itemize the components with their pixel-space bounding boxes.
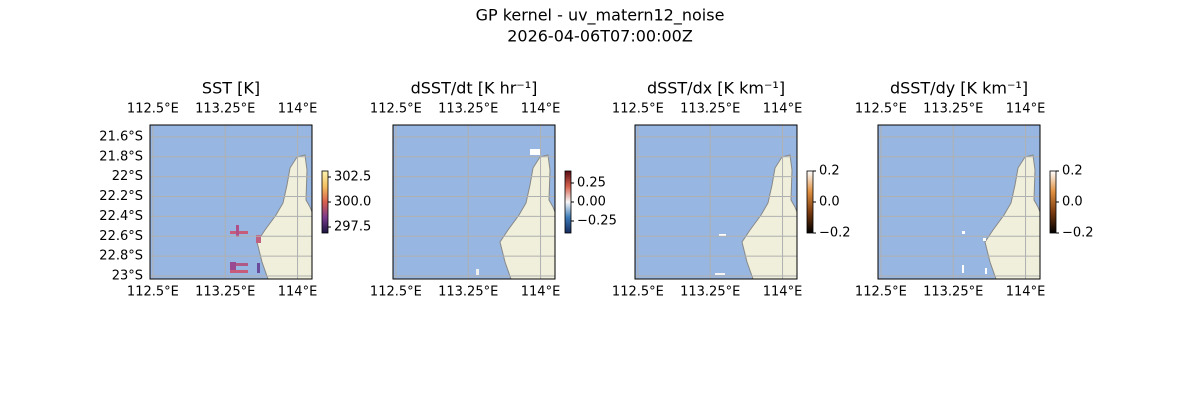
land (984, 154, 1041, 280)
lon-label-bottom: 112.5°E (127, 285, 179, 300)
lon-label-top: 113.25°E (438, 102, 498, 117)
colorbar-tick-label: 0.0 (819, 195, 840, 210)
colorbar-tick-label: 300.0 (334, 195, 371, 210)
lat-label: 22.4°S (99, 209, 143, 224)
colorbar (564, 170, 572, 234)
land (741, 154, 798, 280)
lat-label: 21.8°S (99, 149, 143, 164)
colorbar-tick-label: −0.2 (1062, 226, 1094, 241)
lon-label-top: 114°E (278, 102, 318, 117)
lon-label-bottom: 114°E (1006, 285, 1046, 300)
lon-label-bottom: 112.5°E (370, 285, 422, 300)
lat-label: 23°S (112, 269, 143, 284)
field-patch (962, 265, 964, 273)
lon-label-top: 112.5°E (127, 102, 179, 117)
land (499, 154, 556, 280)
colorbar (1049, 170, 1057, 234)
lon-label-top: 113.25°E (923, 102, 983, 117)
map-frame (149, 124, 313, 280)
colorbar-tick-label: 302.5 (334, 170, 371, 185)
lon-label-bottom: 113.25°E (923, 285, 983, 300)
colorbar-tick-label: 0.2 (819, 164, 840, 179)
field-patch (962, 231, 965, 234)
lon-label-bottom: 112.5°E (855, 285, 907, 300)
panel-title: SST [K] (202, 79, 260, 98)
colorbar-tick-label: 0.00 (577, 195, 606, 210)
lat-label: 22.2°S (99, 189, 143, 204)
figure-subtitle: 2026-04-06T07:00:00Z (507, 27, 693, 46)
map-frame (877, 124, 1041, 280)
map-frame (392, 124, 556, 280)
colorbar-tick-label: 297.5 (334, 220, 371, 235)
lon-label-top: 114°E (521, 102, 561, 117)
panel-title: dSST/dt [K hr⁻¹] (411, 79, 538, 98)
colorbar (806, 170, 814, 234)
lat-label: 22.8°S (99, 249, 143, 264)
lat-label: 22.6°S (99, 229, 143, 244)
colorbar-tick-label: 0.0 (1062, 195, 1083, 210)
lon-label-bottom: 112.5°E (612, 285, 664, 300)
field-patch (230, 262, 236, 270)
field-patch (983, 238, 986, 241)
lon-label-top: 113.25°E (195, 102, 255, 117)
lon-label-top: 112.5°E (612, 102, 664, 117)
colorbar-tick-label: 0.25 (577, 176, 606, 191)
field-patch (236, 263, 248, 266)
colorbar-tick-label: −0.2 (819, 226, 851, 241)
lon-label-bottom: 113.25°E (438, 285, 498, 300)
field-patch (719, 234, 726, 236)
lon-label-bottom: 113.25°E (195, 285, 255, 300)
panel-title: dSST/dx [K km⁻¹] (647, 79, 785, 98)
colorbar (321, 170, 329, 234)
field-patch (256, 235, 261, 243)
land (256, 154, 313, 280)
lon-label-top: 112.5°E (855, 102, 907, 117)
field-patch (236, 225, 239, 237)
lon-label-top: 114°E (763, 102, 803, 117)
field-patch (230, 270, 248, 273)
lon-label-bottom: 113.25°E (680, 285, 740, 300)
colorbar-tick-label: −0.25 (577, 213, 617, 228)
field-patch (257, 263, 260, 273)
lat-label: 21.6°S (99, 129, 143, 144)
figure-title: GP kernel - uv_matern12_noise (476, 6, 725, 26)
lon-label-top: 113.25°E (680, 102, 740, 117)
map-frame (634, 124, 798, 280)
lon-label-top: 114°E (1006, 102, 1046, 117)
field-patch (985, 268, 987, 274)
colorbar-tick-label: 0.2 (1062, 164, 1083, 179)
lon-label-bottom: 114°E (278, 285, 318, 300)
field-patch (715, 273, 725, 275)
panel-title: dSST/dy [K km⁻¹] (890, 79, 1028, 98)
lon-label-bottom: 114°E (763, 285, 803, 300)
field-patch (530, 149, 540, 155)
field-patch (476, 269, 479, 275)
lon-label-top: 112.5°E (370, 102, 422, 117)
lat-label: 22°S (112, 169, 143, 184)
lon-label-bottom: 114°E (521, 285, 561, 300)
